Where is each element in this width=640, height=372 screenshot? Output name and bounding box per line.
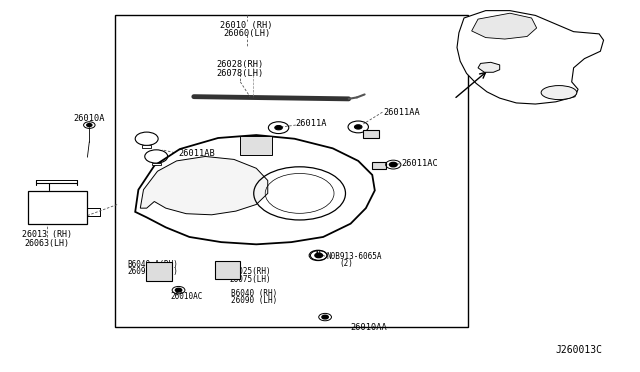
Polygon shape (135, 135, 375, 244)
Circle shape (275, 125, 282, 130)
Polygon shape (472, 13, 537, 39)
Bar (241, 136, 272, 155)
Text: (2): (2) (339, 259, 353, 268)
Polygon shape (140, 157, 268, 215)
Text: N: N (316, 251, 321, 260)
Circle shape (390, 162, 397, 167)
Text: 26011AA: 26011AA (384, 108, 420, 117)
Text: 26063(LH): 26063(LH) (25, 239, 70, 248)
Text: 26013 (RH): 26013 (RH) (22, 230, 72, 239)
Polygon shape (457, 11, 604, 104)
Text: 26078(LH): 26078(LH) (217, 69, 264, 78)
Text: 26025(RH): 26025(RH) (230, 267, 271, 276)
Text: 26010AC: 26010AC (170, 292, 203, 301)
Text: 26011AC: 26011AC (401, 159, 438, 169)
Text: 26011AB: 26011AB (179, 149, 215, 158)
Text: 26010 (RH): 26010 (RH) (220, 21, 273, 30)
Text: B6040 (RH): B6040 (RH) (231, 289, 277, 298)
Bar (372, 161, 386, 169)
Text: J260013C: J260013C (556, 345, 603, 355)
Text: 26075(LH): 26075(LH) (230, 275, 271, 283)
Text: 26028(RH): 26028(RH) (217, 60, 264, 70)
Text: N0B913-6065A: N0B913-6065A (326, 251, 382, 261)
Ellipse shape (541, 86, 577, 100)
Bar (28, 191, 87, 224)
Circle shape (87, 124, 92, 126)
Text: 26010A: 26010A (74, 114, 105, 123)
Circle shape (322, 315, 328, 319)
Circle shape (355, 125, 362, 129)
Bar (363, 130, 379, 138)
Bar (142, 145, 151, 148)
Bar (115, 15, 468, 327)
Text: B6040+A(RH): B6040+A(RH) (127, 260, 179, 269)
Text: 26011A: 26011A (296, 119, 327, 128)
Bar (216, 261, 240, 279)
Bar (152, 163, 161, 165)
Text: 26090+A(LH): 26090+A(LH) (127, 267, 179, 276)
Circle shape (175, 288, 182, 292)
Circle shape (315, 253, 323, 258)
Text: 26090 (LH): 26090 (LH) (231, 296, 277, 305)
Bar (146, 262, 172, 281)
Polygon shape (478, 62, 500, 72)
Text: 26010AA: 26010AA (351, 323, 387, 331)
Text: 26060(LH): 26060(LH) (223, 29, 270, 38)
